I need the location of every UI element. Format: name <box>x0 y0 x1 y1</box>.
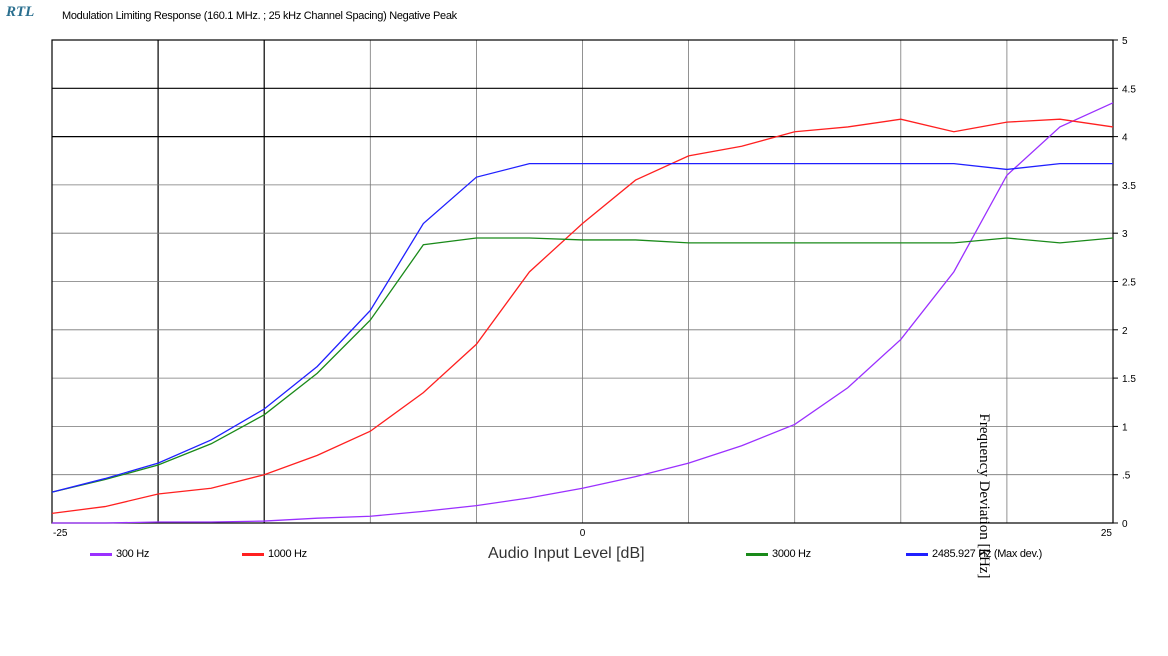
legend-item-max-dev: 2485.927 Hz (Max dev.) <box>906 548 1042 560</box>
y-tick-label: 4.5 <box>1122 84 1136 95</box>
legend-label-300hz: 300 Hz <box>116 548 150 560</box>
legend-label-1000hz: 1000 Hz <box>268 548 307 560</box>
legend-swatch-300hz <box>90 552 112 556</box>
y-tick-label: 1 <box>1122 422 1128 433</box>
legend-item-1000hz: 1000 Hz <box>242 548 307 560</box>
y-axis-label: Frequency Deviation [kHz] <box>976 413 992 579</box>
chart-plot: 0 .5 1 1.5 2 2.5 3 3.5 4 4.5 5 -25 0 25 <box>51 36 1136 539</box>
legend-label-max-dev: 2485.927 Hz (Max dev.) <box>932 548 1042 560</box>
legend-swatch-1000hz <box>242 552 264 556</box>
x-axis-label: Audio Input Level [dB] <box>488 545 645 562</box>
y-tick-label: 1.5 <box>1122 374 1136 385</box>
series-line-0 <box>52 102 1114 524</box>
y-tick-label: 5 <box>1122 36 1128 47</box>
legend-item-300hz: 300 Hz <box>90 548 149 560</box>
x-tick-label: -25 <box>53 528 68 539</box>
y-tick-label: 2 <box>1122 326 1128 337</box>
y-tick-label: .5 <box>1122 471 1131 482</box>
x-tick-label: 0 <box>580 528 586 539</box>
y-tick-label: 0 <box>1122 519 1128 530</box>
y-tick-label: 3 <box>1122 229 1128 240</box>
legend-item-3000hz: 3000 Hz <box>746 548 811 560</box>
legend-label-3000hz: 3000 Hz <box>772 548 811 560</box>
y-tick-label: 3.5 <box>1122 181 1136 192</box>
chart-title: Modulation Limiting Response (160.1 MHz.… <box>62 10 457 22</box>
series-line-1 <box>51 118 1114 514</box>
x-tick-label: 25 <box>1101 528 1113 539</box>
series-line-2 <box>51 237 1114 493</box>
rtl-logo: RTL <box>6 4 35 20</box>
y-tick-label: 2.5 <box>1122 278 1136 289</box>
legend-swatch-max-dev <box>906 552 928 556</box>
y-tick-label: 4 <box>1122 133 1128 144</box>
series-line-3 <box>51 162 1113 493</box>
legend-swatch-3000hz <box>746 552 768 556</box>
